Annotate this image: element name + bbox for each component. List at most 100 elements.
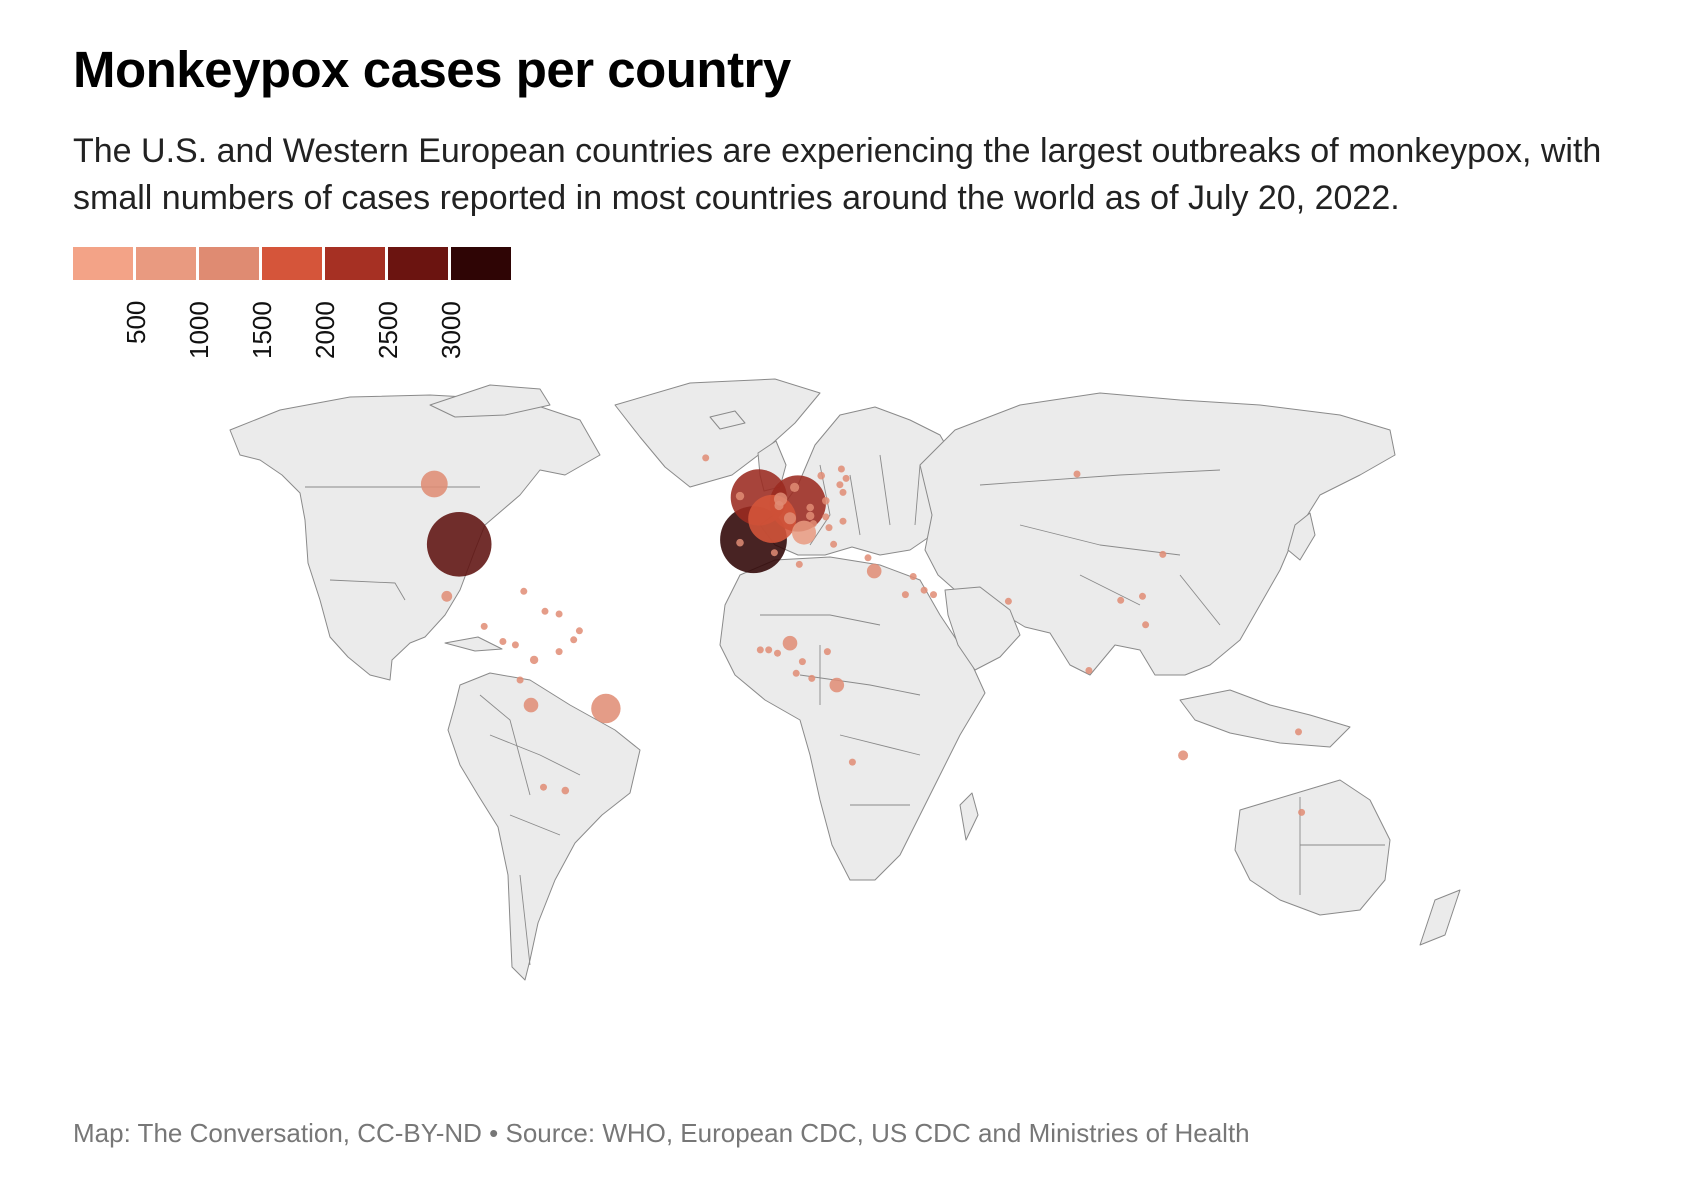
case-bubble [848, 758, 856, 766]
cuba-island [444, 636, 503, 652]
europe-borders [809, 454, 921, 546]
case-bubble [795, 560, 803, 568]
case-bubble [829, 677, 845, 693]
case-bubble [1004, 597, 1012, 605]
legend-swatch [388, 247, 448, 280]
case-bubble [792, 669, 800, 677]
us-mexico-border [329, 579, 406, 601]
case-bubble [1139, 592, 1146, 600]
map-title: Monkeypox cases per country [73, 41, 791, 98]
case-bubble [1298, 808, 1306, 816]
arabian-peninsula [944, 586, 1021, 671]
case-bubble [920, 586, 928, 594]
case-bubble [836, 481, 844, 489]
case-bubble [441, 590, 453, 602]
japan-islands [1287, 512, 1316, 561]
case-bubble [817, 471, 825, 480]
case-bubble [839, 488, 847, 496]
case-bubble [520, 587, 528, 595]
case-bubble [529, 655, 539, 665]
case-bubble [774, 500, 784, 511]
legend-swatch [451, 247, 511, 280]
case-bubble [792, 520, 816, 545]
case-bubble [806, 511, 815, 521]
case-bubble [806, 503, 814, 512]
case-bubble [511, 641, 519, 649]
legend-tick-label: 1000 [184, 301, 214, 359]
australia-landmass [1234, 779, 1391, 916]
color-legend: 500 1000 1500 2000 2500 3000 [73, 247, 553, 367]
case-bubble [570, 636, 578, 644]
case-bubble [842, 474, 850, 482]
case-bubble [1085, 667, 1093, 674]
new-zealand-islands [1419, 889, 1461, 946]
case-bubble [909, 573, 917, 580]
case-bubble [555, 648, 563, 656]
case-bubble [825, 524, 833, 532]
case-bubbles [420, 454, 1306, 816]
case-bubble [575, 627, 583, 635]
legend-swatch [73, 247, 133, 280]
arctic-islands [429, 384, 551, 418]
case-bubble [765, 646, 773, 654]
case-bubble [702, 454, 710, 462]
case-bubble [822, 513, 830, 521]
country-borders [305, 454, 1385, 966]
case-bubble [1142, 621, 1150, 629]
case-bubble [770, 549, 778, 557]
africa-landmass [719, 556, 986, 881]
madagascar-island [959, 792, 979, 841]
case-bubble [823, 648, 831, 656]
legend-swatch [262, 247, 322, 280]
south-america-borders [479, 694, 581, 966]
case-bubble [774, 649, 781, 657]
case-bubble [748, 494, 797, 543]
case-bubble [1159, 550, 1167, 558]
case-bubble [864, 554, 872, 562]
case-bubble [523, 697, 539, 713]
case-bubble [426, 512, 492, 577]
map-subtitle: The U.S. and Western European countries … [73, 132, 1602, 217]
case-bubble [808, 674, 816, 682]
case-bubble [837, 465, 845, 473]
case-bubble [866, 563, 882, 579]
case-bubble [1117, 596, 1125, 604]
case-bubble [420, 470, 448, 498]
legend-tick-label: 3000 [436, 301, 466, 359]
case-bubble [736, 538, 744, 547]
case-bubble [790, 482, 800, 492]
world-map [229, 378, 1461, 981]
case-bubble [930, 591, 937, 599]
case-bubble [735, 491, 745, 501]
legend-tick-label: 1500 [247, 301, 277, 359]
case-bubble [798, 658, 806, 666]
case-bubble [784, 512, 796, 525]
legend-tick-label: 2000 [310, 301, 340, 359]
case-bubble [555, 610, 563, 618]
case-bubble [839, 517, 847, 525]
case-bubble [591, 693, 621, 724]
case-bubble [809, 520, 817, 528]
south-america-landmass [447, 672, 641, 981]
case-bubble [1178, 750, 1189, 761]
land-layer [229, 378, 1461, 981]
case-bubble [516, 676, 524, 684]
case-bubble [830, 540, 838, 548]
case-bubble [782, 635, 798, 651]
case-bubble [1073, 470, 1081, 478]
case-bubble [561, 786, 570, 795]
north-america-landmass [229, 394, 601, 681]
africa-borders [760, 614, 921, 806]
legend-tick-label: 2500 [373, 301, 403, 359]
legend-tick-label: 500 [121, 300, 151, 344]
case-bubble [499, 638, 507, 645]
legend-swatch [199, 247, 259, 280]
case-bubble [540, 783, 547, 791]
asia-borders [979, 469, 1221, 626]
greenland-landmass [614, 378, 821, 488]
case-bubble [480, 622, 488, 630]
case-bubble [822, 497, 830, 505]
southeast-asia-islands [1179, 689, 1351, 748]
case-bubble [901, 591, 909, 599]
case-bubble [756, 646, 764, 654]
